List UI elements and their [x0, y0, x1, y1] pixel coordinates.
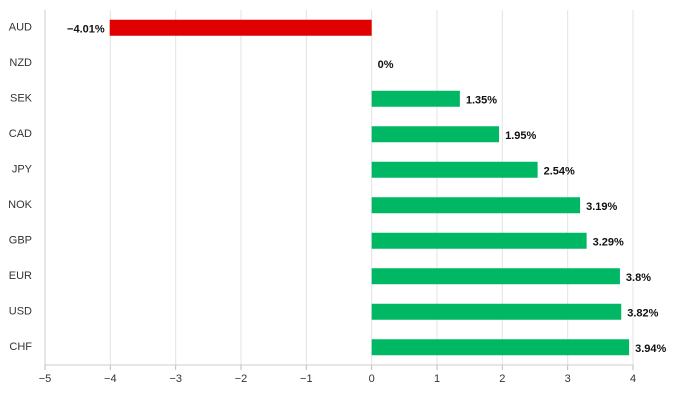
bar — [371, 90, 460, 107]
value-label: 3.19% — [586, 201, 617, 213]
bar — [371, 268, 620, 285]
bar — [371, 197, 581, 214]
x-tick-label: −1 — [300, 373, 313, 385]
x-tick-label: 2 — [499, 373, 505, 385]
y-tick-label: SEK — [10, 93, 33, 105]
x-tick-label: −4 — [104, 373, 117, 385]
value-label: 2.54% — [544, 166, 575, 178]
y-tick-label: CHF — [9, 341, 32, 353]
value-label: 3.82% — [627, 308, 658, 320]
x-tick-label: 3 — [565, 373, 571, 385]
value-label: 1.95% — [505, 130, 536, 142]
x-tick-label: 1 — [434, 373, 440, 385]
bar — [371, 232, 587, 249]
y-tick-label: NZD — [9, 57, 32, 69]
y-tick-label: NOK — [8, 199, 33, 211]
y-tick-label: CAD — [9, 128, 32, 140]
value-label: −4.01% — [67, 24, 105, 36]
y-tick-label: USD — [9, 306, 32, 318]
value-label: 0% — [378, 59, 394, 71]
x-tick-label: −2 — [235, 373, 248, 385]
y-tick-label: AUD — [9, 22, 32, 34]
value-label: 3.8% — [626, 272, 651, 284]
y-tick-label: EUR — [9, 270, 32, 282]
y-tick-label: JPY — [12, 164, 33, 176]
bar — [371, 126, 500, 143]
y-tick-label: GBP — [9, 235, 32, 247]
bar — [371, 303, 622, 320]
value-label: 3.29% — [593, 237, 624, 249]
value-label: 1.35% — [466, 95, 497, 107]
x-tick-label: −3 — [169, 373, 182, 385]
x-tick-label: 0 — [369, 373, 375, 385]
bar — [371, 161, 538, 178]
x-tick-label: −5 — [39, 373, 52, 385]
x-tick-label: 4 — [630, 373, 636, 385]
bar — [109, 19, 372, 36]
value-label: 3.94% — [635, 343, 666, 355]
bar — [371, 339, 630, 356]
